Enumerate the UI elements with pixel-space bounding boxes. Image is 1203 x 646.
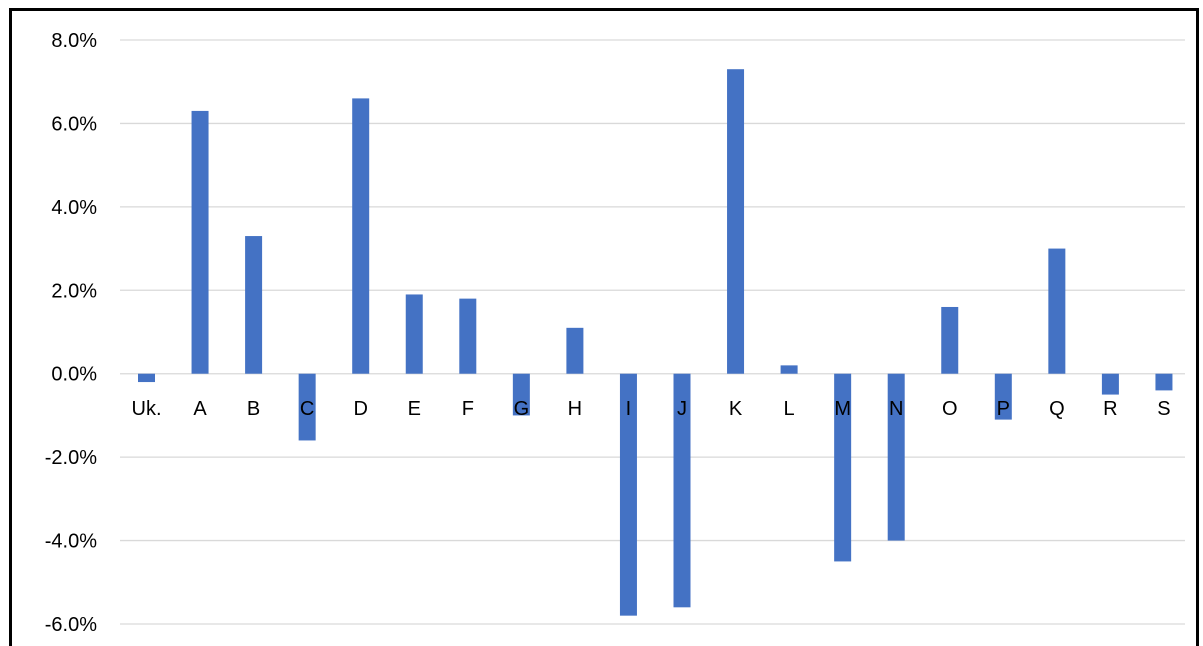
bar-R <box>1101 373 1119 395</box>
y-tick-label: -2.0% <box>45 447 97 469</box>
bar-E <box>405 294 423 374</box>
x-category-label: N <box>889 398 903 420</box>
bar-G <box>512 373 530 416</box>
bar-B <box>245 236 263 374</box>
x-category-label: M <box>834 398 851 420</box>
x-category-label: J <box>677 398 687 420</box>
bar-F <box>459 298 477 374</box>
x-category-label: Uk. <box>132 398 162 420</box>
gridlines <box>120 39 1185 625</box>
x-category-label: E <box>408 398 421 420</box>
bar-M <box>834 373 852 562</box>
y-tick-label: 2.0% <box>51 280 97 302</box>
bar-S <box>1155 373 1173 391</box>
bar-L <box>780 365 798 374</box>
bar-A <box>191 110 209 374</box>
y-tick-label: -4.0% <box>45 531 97 553</box>
x-category-label: A <box>193 398 207 420</box>
bar-N <box>887 373 905 541</box>
x-axis-category-labels: Uk. A B C D E F G H I J K L M N O P Q R S <box>132 398 1171 420</box>
y-tick-label: 4.0% <box>51 197 97 219</box>
x-category-label: H <box>568 398 582 420</box>
bars <box>138 69 1173 616</box>
x-category-label: C <box>300 398 314 420</box>
x-category-label: K <box>729 398 743 420</box>
y-tick-label: -6.0% <box>45 614 97 636</box>
x-category-label: Q <box>1049 398 1065 420</box>
y-tick-label: 0.0% <box>51 364 97 386</box>
bar-Uk. <box>138 373 155 383</box>
x-category-label: S <box>1157 398 1170 420</box>
x-category-label: G <box>514 398 530 420</box>
x-category-label: D <box>353 398 367 420</box>
x-category-label: O <box>942 398 958 420</box>
y-axis-tick-labels: -6.0% -4.0% -2.0% 0.0% 2.0% 4.0% 6.0% 8.0% <box>45 30 97 636</box>
bar-H <box>566 327 584 374</box>
x-category-label: I <box>626 398 632 420</box>
bar-J <box>673 373 691 608</box>
x-category-label: F <box>462 398 474 420</box>
y-tick-label: 8.0% <box>51 30 97 52</box>
bar-Q <box>1048 248 1066 374</box>
x-category-label: L <box>784 398 795 420</box>
bar-O <box>941 306 959 374</box>
y-tick-label: 6.0% <box>51 113 97 135</box>
bar-I <box>619 373 637 616</box>
x-category-label: P <box>997 398 1010 420</box>
x-category-label: R <box>1103 398 1117 420</box>
bar-K <box>727 69 745 374</box>
bar-P <box>994 373 1012 420</box>
bar-D <box>352 98 370 374</box>
x-category-label: B <box>247 398 260 420</box>
bar-C <box>298 373 316 441</box>
